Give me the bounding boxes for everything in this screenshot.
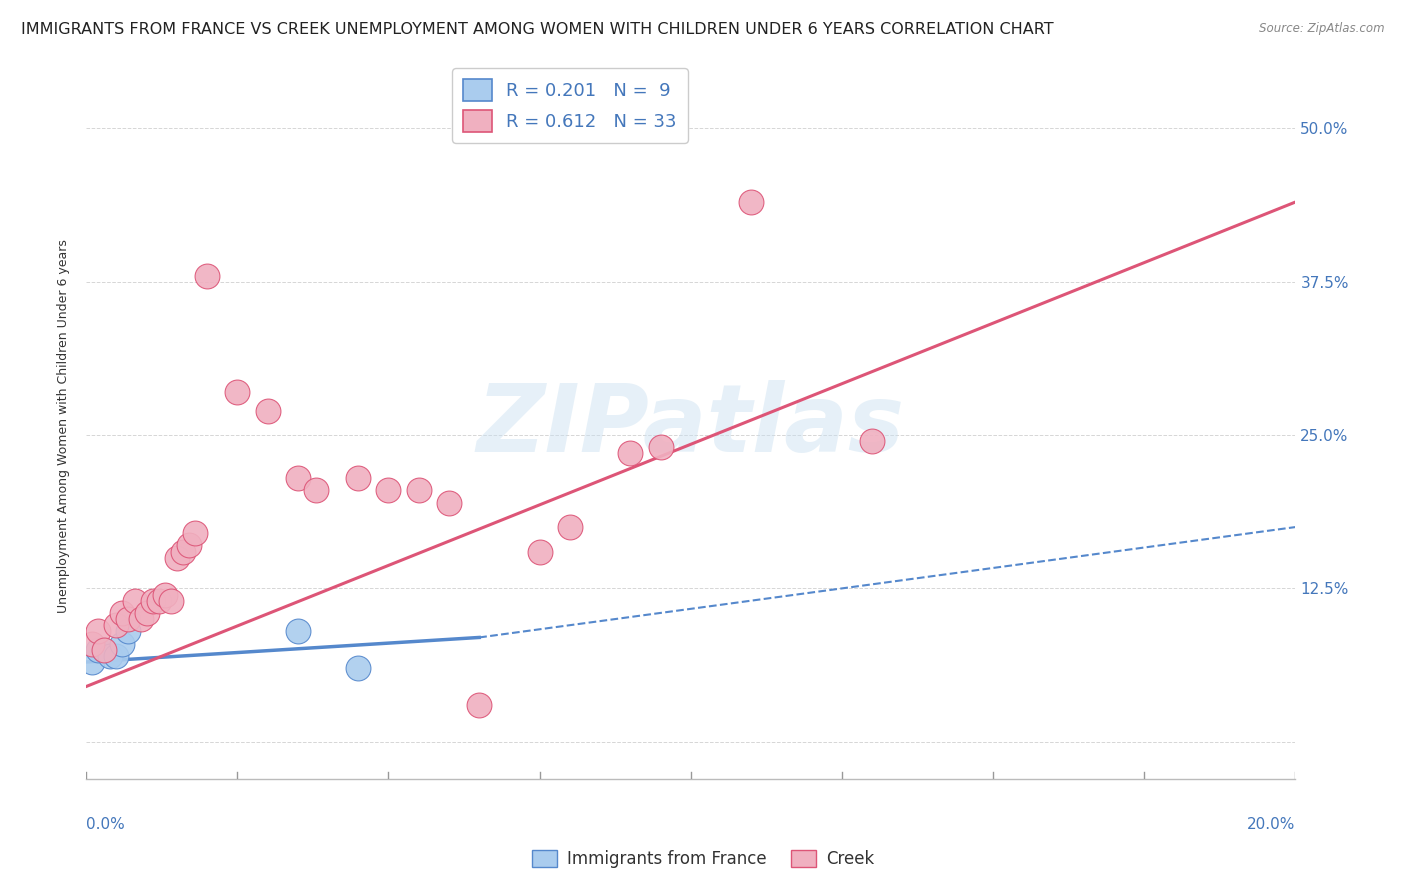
Point <box>740 194 762 209</box>
Point <box>287 624 309 639</box>
Point <box>98 648 121 663</box>
Point <box>153 588 176 602</box>
Point <box>117 624 139 639</box>
Point <box>93 642 115 657</box>
Text: ZIPatlas: ZIPatlas <box>477 380 905 472</box>
Point <box>111 606 134 620</box>
Point <box>124 593 146 607</box>
Point <box>159 593 181 607</box>
Point <box>529 544 551 558</box>
Point <box>287 471 309 485</box>
Text: IMMIGRANTS FROM FRANCE VS CREEK UNEMPLOYMENT AMONG WOMEN WITH CHILDREN UNDER 6 Y: IMMIGRANTS FROM FRANCE VS CREEK UNEMPLOY… <box>21 22 1053 37</box>
Point <box>347 661 370 675</box>
Point <box>166 550 188 565</box>
Point <box>87 624 110 639</box>
Point <box>860 434 883 449</box>
Point <box>347 471 370 485</box>
Point <box>148 593 170 607</box>
Point <box>650 440 672 454</box>
Point <box>117 612 139 626</box>
Text: 0.0%: 0.0% <box>86 817 125 832</box>
Point <box>142 593 165 607</box>
Legend: R = 0.201   N =  9, R = 0.612   N = 33: R = 0.201 N = 9, R = 0.612 N = 33 <box>453 68 688 143</box>
Point <box>82 637 104 651</box>
Point <box>87 642 110 657</box>
Point <box>195 268 218 283</box>
Point <box>184 526 207 541</box>
Point <box>129 612 152 626</box>
Point <box>135 606 157 620</box>
Point <box>177 539 200 553</box>
Point <box>105 648 128 663</box>
Point <box>377 483 399 498</box>
Point <box>408 483 430 498</box>
Point <box>105 618 128 632</box>
Text: Source: ZipAtlas.com: Source: ZipAtlas.com <box>1260 22 1385 36</box>
Point <box>93 642 115 657</box>
Y-axis label: Unemployment Among Women with Children Under 6 years: Unemployment Among Women with Children U… <box>58 239 70 613</box>
Legend: Immigrants from France, Creek: Immigrants from France, Creek <box>524 843 882 875</box>
Point <box>558 520 581 534</box>
Point <box>305 483 328 498</box>
Text: 20.0%: 20.0% <box>1247 817 1295 832</box>
Point <box>226 385 249 400</box>
Point <box>256 403 278 417</box>
Point <box>619 446 641 460</box>
Point <box>468 698 491 712</box>
Point <box>437 495 460 509</box>
Point <box>82 655 104 669</box>
Point <box>111 637 134 651</box>
Point <box>172 544 194 558</box>
